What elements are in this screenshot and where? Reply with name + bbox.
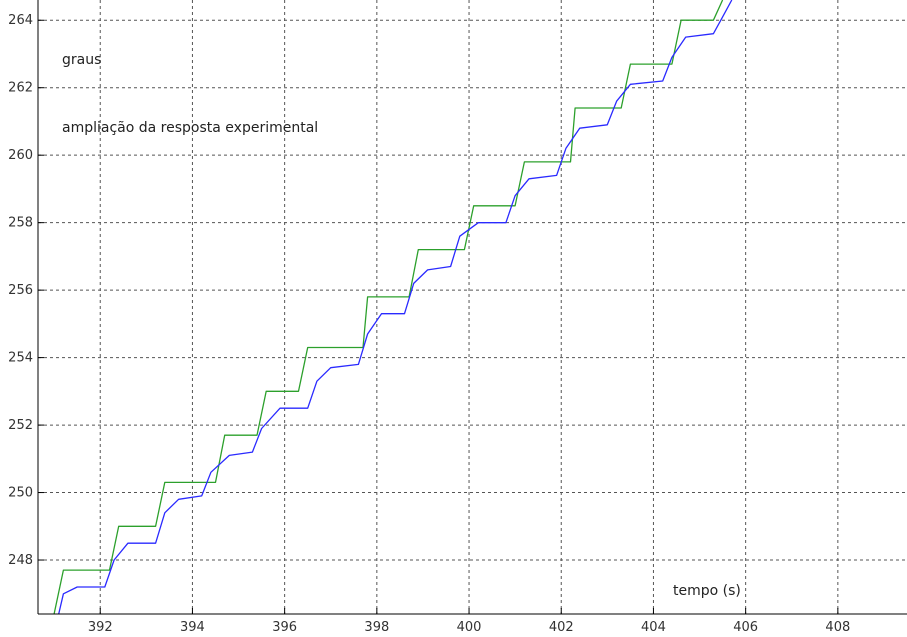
x-tick-label: 396 bbox=[272, 620, 297, 635]
y-axis-label: graus bbox=[62, 52, 101, 68]
annotation-text: ampliação da resposta experimental bbox=[62, 120, 318, 136]
y-tick-label: 248 bbox=[8, 553, 33, 568]
x-tick-label: 398 bbox=[364, 620, 389, 635]
axes bbox=[37, 0, 907, 615]
x-tick-label: 394 bbox=[180, 620, 205, 635]
y-tick-label: 250 bbox=[8, 486, 33, 501]
x-tick-label: 400 bbox=[457, 620, 482, 635]
grid bbox=[38, 0, 907, 614]
y-tick-label: 258 bbox=[8, 216, 33, 231]
x-tick-label: 406 bbox=[733, 620, 758, 635]
x-tick-label: 408 bbox=[825, 620, 850, 635]
y-tick-label: 264 bbox=[8, 13, 33, 28]
tick-labels: 392 394 396 398 400 402 404 406 408 248 250 252 254 2… bbox=[8, 13, 850, 635]
x-tick-label: 392 bbox=[88, 620, 113, 635]
x-tick-label: 402 bbox=[549, 620, 574, 635]
x-axis-label: tempo (s) bbox=[673, 583, 741, 599]
y-tick-label: 254 bbox=[8, 351, 33, 366]
y-tick-label: 262 bbox=[8, 81, 33, 96]
series-line-2 bbox=[58, 0, 733, 615]
series-lines bbox=[53, 0, 733, 615]
x-tick-label: 404 bbox=[641, 620, 666, 635]
series-line-1 bbox=[53, 0, 724, 615]
y-tick-label: 256 bbox=[8, 283, 33, 298]
y-tick-label: 252 bbox=[8, 418, 33, 433]
y-tick-label: 260 bbox=[8, 148, 33, 163]
